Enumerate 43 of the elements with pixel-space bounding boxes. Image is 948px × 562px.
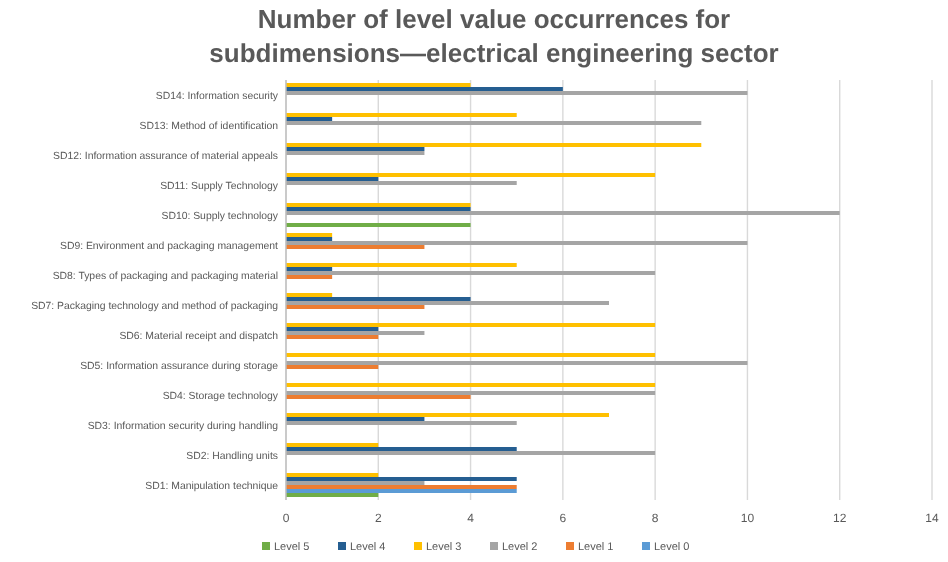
bar xyxy=(286,87,563,91)
bar xyxy=(286,417,425,421)
bar xyxy=(286,181,517,185)
bar xyxy=(286,391,656,395)
bar xyxy=(286,83,471,87)
bar xyxy=(286,395,471,399)
bar xyxy=(286,245,425,249)
bar xyxy=(286,263,517,267)
bar xyxy=(286,413,609,417)
bar xyxy=(286,443,379,447)
bar xyxy=(286,447,517,451)
bar xyxy=(286,473,379,477)
bar xyxy=(286,477,517,481)
bar xyxy=(286,241,748,245)
bar xyxy=(286,331,425,335)
bar xyxy=(286,143,702,147)
bar xyxy=(286,421,517,425)
bar xyxy=(286,173,656,177)
bar xyxy=(286,481,425,485)
bar xyxy=(286,113,517,117)
bar xyxy=(286,305,425,309)
bar xyxy=(286,91,748,95)
bar xyxy=(286,327,379,331)
bar xyxy=(286,365,379,369)
chart-title: Number of level value occurrences for subdimensions—electrical engineering sector xyxy=(209,4,779,68)
bar xyxy=(286,301,609,305)
bar xyxy=(286,361,748,365)
bar xyxy=(286,267,333,271)
bar xyxy=(286,117,333,121)
bar xyxy=(286,177,379,181)
bar xyxy=(286,223,471,227)
bar xyxy=(286,353,656,357)
bar xyxy=(286,383,656,387)
bar xyxy=(286,211,840,215)
bar xyxy=(286,275,333,279)
bar xyxy=(286,271,656,275)
bar xyxy=(286,493,379,497)
bar xyxy=(286,323,656,327)
bar xyxy=(286,293,333,297)
bar xyxy=(286,335,379,339)
bar xyxy=(286,121,702,125)
bar xyxy=(286,451,656,455)
bar xyxy=(286,297,471,301)
